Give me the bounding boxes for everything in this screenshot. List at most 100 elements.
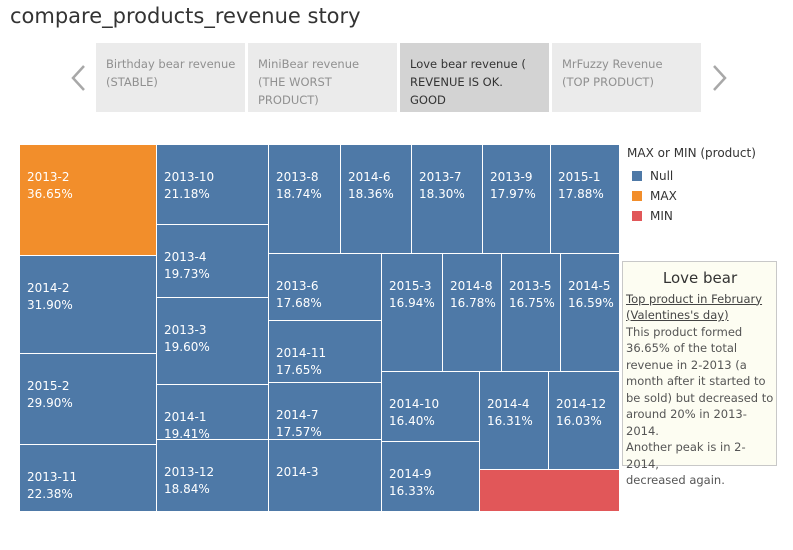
legend-title: MAX or MIN (product) (627, 146, 756, 160)
tile-value: 16.94% (389, 296, 435, 310)
annotation-body-line: decreased again. (626, 473, 725, 487)
tile-label: 2014-1 (164, 410, 207, 424)
tile-label: 2014-11 (276, 346, 327, 360)
annotation-body-line: around 20% in 2013-2014. (626, 407, 747, 438)
tile-value: 16.03% (556, 414, 602, 428)
tile-label: 2013-4 (164, 250, 207, 264)
tile-value: 16.59% (568, 296, 614, 310)
story-point-caption-line: Love bear revenue ( (410, 57, 526, 71)
treemap-tile[interactable]: 2013-11 22.38% (20, 445, 157, 512)
tile-value: 36.65% (27, 187, 73, 201)
annotation-body-line: 36.65% of the total (626, 341, 738, 355)
color-legend: MAX or MIN (product) Null MAX MIN (627, 146, 756, 226)
legend-swatch (632, 171, 642, 181)
tile-label: 2013-11 (27, 470, 78, 484)
tile-label: 2014-4 (487, 397, 530, 411)
treemap-tile[interactable]: 2014-2 31.90% (20, 256, 157, 354)
treemap-tile[interactable]: 2014-4 16.31% (480, 372, 549, 470)
annotation-subtitle-line: Top product in February (626, 291, 763, 306)
tile-label: 2013-12 (164, 465, 215, 479)
treemap-tile[interactable]: 2014-10 16.40% (382, 372, 480, 442)
treemap-tile[interactable]: 2013-8 18.74% (269, 145, 341, 254)
story-prev-button[interactable] (66, 62, 92, 94)
treemap-tile[interactable]: 2015-1 17.88% (551, 145, 620, 254)
story-point-caption-line: (THE WORST (258, 75, 332, 89)
story-point-caption-line: ON VALENTINE'S DAY) (410, 109, 541, 112)
tile-label: 2015-1 (558, 170, 601, 184)
treemap-tile[interactable]: 2013-3 19.60% (157, 298, 269, 385)
treemap-tile[interactable]: 2013-2 36.65% (20, 145, 157, 256)
tile-label: 2013-6 (276, 279, 319, 293)
tile-label: 2014-6 (348, 170, 391, 184)
tile-label: 2014-10 (389, 397, 440, 411)
treemap-tile[interactable]: 2013-7 18.30% (412, 145, 483, 254)
tile-label: 2013-10 (164, 170, 215, 184)
treemap-tile[interactable]: 2013-6 17.68% (269, 254, 382, 321)
treemap-tile[interactable]: 2014-5 16.59% (561, 254, 620, 372)
tile-label: 2014-9 (389, 467, 432, 481)
tile-value: 21.18% (164, 187, 210, 201)
annotation-title: Love bear (662, 269, 738, 287)
tile-value: 19.73% (164, 267, 210, 281)
story-point-caption-line: MiniBear revenue (258, 57, 360, 71)
tile-value: 16.40% (389, 414, 435, 428)
treemap-tile[interactable]: 2013-10 21.18% (157, 145, 269, 225)
chevron-right-icon (713, 65, 727, 91)
treemap-tile[interactable]: 2013-9 17.97% (483, 145, 551, 254)
legend-label: MAX (650, 189, 677, 203)
tile-value: 16.75% (509, 296, 555, 310)
tile-value: 17.68% (276, 296, 322, 310)
treemap-tile[interactable]: 2014-12 16.03% (549, 372, 620, 470)
tile-value: 18.36% (348, 187, 394, 201)
tile-value: 22.38% (27, 487, 73, 501)
treemap-tile[interactable]: 2014-9 16.33% (382, 442, 480, 512)
annotation-body-line: month after it started to (626, 374, 766, 388)
story-next-button[interactable] (706, 62, 732, 94)
story-point-caption-line: (STABLE) (106, 75, 158, 89)
treemap-tile[interactable] (480, 470, 620, 512)
legend-item[interactable]: MIN (627, 206, 756, 226)
story-point-love-bear[interactable]: Love bear revenue ( REVENUE IS OK. GOOD ON… (400, 43, 549, 112)
annotation-subtitle: Top product in February (Valentines's day… (626, 291, 774, 324)
legend-swatch (632, 191, 642, 201)
story-point-caption-line: REVENUE IS OK. GOOD (410, 75, 503, 107)
treemap-tile[interactable]: 2015-2 29.90% (20, 354, 157, 445)
tile-value: 17.88% (558, 187, 604, 201)
tile-label: 2015-3 (389, 279, 432, 293)
story-point-birthday-bear[interactable]: Birthday bear revenue (STABLE) (96, 43, 245, 112)
legend-swatch (632, 211, 642, 221)
treemap-tile[interactable]: 2014-6 18.36% (341, 145, 412, 254)
story-point-caption-line: PRODUCT) (258, 93, 319, 107)
tile-label: 2013-8 (276, 170, 319, 184)
legend-label: MIN (650, 209, 673, 223)
tile-label: 2013-3 (164, 323, 207, 337)
story-point-caption-line: Birthday bear revenue (106, 57, 236, 71)
annotation-body: This product formed 36.65% of the total re… (626, 324, 774, 489)
treemap-tile[interactable]: 2014-1 19.41% (157, 385, 269, 441)
tile-value: 17.97% (490, 187, 536, 201)
tile-label: 2014-12 (556, 397, 607, 411)
treemap-tile[interactable]: 2014-11 17.65% (269, 321, 382, 383)
treemap-tile[interactable]: 2013-5 16.75% (502, 254, 561, 372)
treemap-tile[interactable]: 2014-3 (269, 440, 382, 512)
legend-item[interactable]: MAX (627, 186, 756, 206)
treemap-tile[interactable]: 2014-7 17.57% (269, 383, 382, 440)
tile-value: 19.60% (164, 340, 210, 354)
tile-label: 2013-2 (27, 170, 70, 184)
tile-label: 2013-5 (509, 279, 552, 293)
annotation-body-line: be sold) but decreased to (626, 390, 774, 405)
story-point-mrfuzzy[interactable]: MrFuzzy Revenue (TOP PRODUCT) (552, 43, 701, 112)
story-point-caption-line: MrFuzzy Revenue (562, 57, 663, 71)
legend-item[interactable]: Null (627, 166, 756, 186)
tile-label: 2015-2 (27, 379, 70, 393)
treemap-tile[interactable]: 2013-4 19.73% (157, 225, 269, 298)
tile-value: 16.78% (450, 296, 496, 310)
tile-label: 2014-7 (276, 408, 319, 422)
tile-value: 31.90% (27, 298, 73, 312)
treemap-tile[interactable]: 2015-3 16.94% (382, 254, 443, 372)
tile-value: 17.57% (276, 425, 322, 439)
annotation-body-line: Another peak is in 2-2014, (626, 440, 746, 471)
story-point-minibear[interactable]: MiniBear revenue (THE WORST PRODUCT) (248, 43, 397, 112)
treemap-tile[interactable]: 2014-8 16.78% (443, 254, 502, 372)
treemap-tile[interactable]: 2013-12 18.84% (157, 440, 269, 512)
